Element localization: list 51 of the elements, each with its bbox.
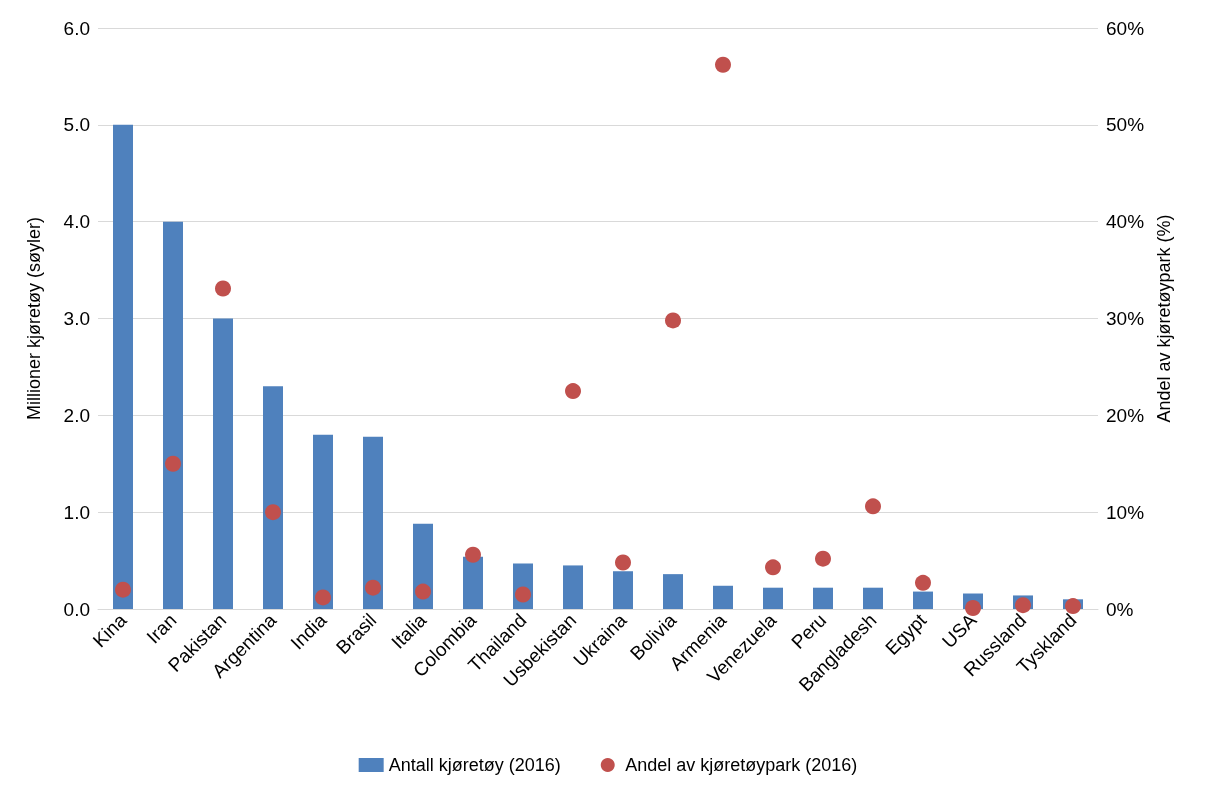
bar bbox=[313, 434, 333, 609]
bar bbox=[863, 587, 883, 609]
y-tick-label: 0.0 bbox=[63, 598, 90, 620]
point bbox=[665, 312, 681, 329]
point bbox=[915, 574, 931, 591]
bar bbox=[563, 565, 583, 609]
y-tick-label: 1.0 bbox=[63, 501, 90, 523]
y-tick-label: 5.0 bbox=[63, 114, 90, 136]
point bbox=[565, 383, 581, 400]
y2-tick-label: 40% bbox=[1106, 211, 1145, 233]
y-tick-label: 2.0 bbox=[63, 404, 90, 426]
bar bbox=[113, 124, 133, 609]
bar bbox=[663, 574, 683, 609]
point bbox=[615, 554, 631, 571]
bar bbox=[713, 585, 733, 609]
bar bbox=[213, 318, 233, 609]
y-tick-label: 6.0 bbox=[63, 17, 90, 39]
bar bbox=[913, 591, 933, 609]
point bbox=[1015, 597, 1031, 614]
bar bbox=[463, 556, 483, 609]
bar bbox=[613, 571, 633, 609]
point bbox=[165, 455, 181, 472]
point bbox=[1065, 598, 1081, 615]
bar bbox=[763, 587, 783, 609]
point bbox=[415, 583, 431, 600]
point bbox=[815, 550, 831, 567]
point bbox=[765, 559, 781, 576]
y2-axis-title: Andel av kjøretøypark (%) bbox=[1153, 214, 1174, 423]
legend-label: Antall kjøretøy (2016) bbox=[388, 755, 561, 775]
point bbox=[115, 581, 131, 598]
y-axis-title: Millioner kjøretøy (søyler) bbox=[24, 216, 44, 421]
bar bbox=[813, 587, 833, 609]
bar bbox=[263, 386, 283, 609]
point bbox=[365, 579, 381, 596]
point bbox=[315, 589, 331, 606]
point bbox=[215, 280, 231, 297]
y2-tick-label: 0% bbox=[1106, 598, 1134, 620]
legend-label: Andel av kjøretøypark (2016) bbox=[625, 755, 858, 775]
point bbox=[465, 546, 481, 563]
bar bbox=[363, 436, 383, 609]
point bbox=[715, 56, 731, 73]
y2-tick-label: 30% bbox=[1106, 308, 1145, 329]
y-tick-label: 3.0 bbox=[63, 308, 90, 329]
bar bbox=[163, 221, 183, 609]
y2-tick-label: 60% bbox=[1106, 17, 1145, 39]
y-tick-label: 4.0 bbox=[63, 211, 90, 233]
y2-tick-label: 50% bbox=[1106, 114, 1145, 136]
point bbox=[265, 504, 281, 521]
y2-tick-label: 10% bbox=[1106, 501, 1145, 523]
y2-tick-label: 20% bbox=[1106, 404, 1145, 426]
point bbox=[865, 498, 881, 515]
